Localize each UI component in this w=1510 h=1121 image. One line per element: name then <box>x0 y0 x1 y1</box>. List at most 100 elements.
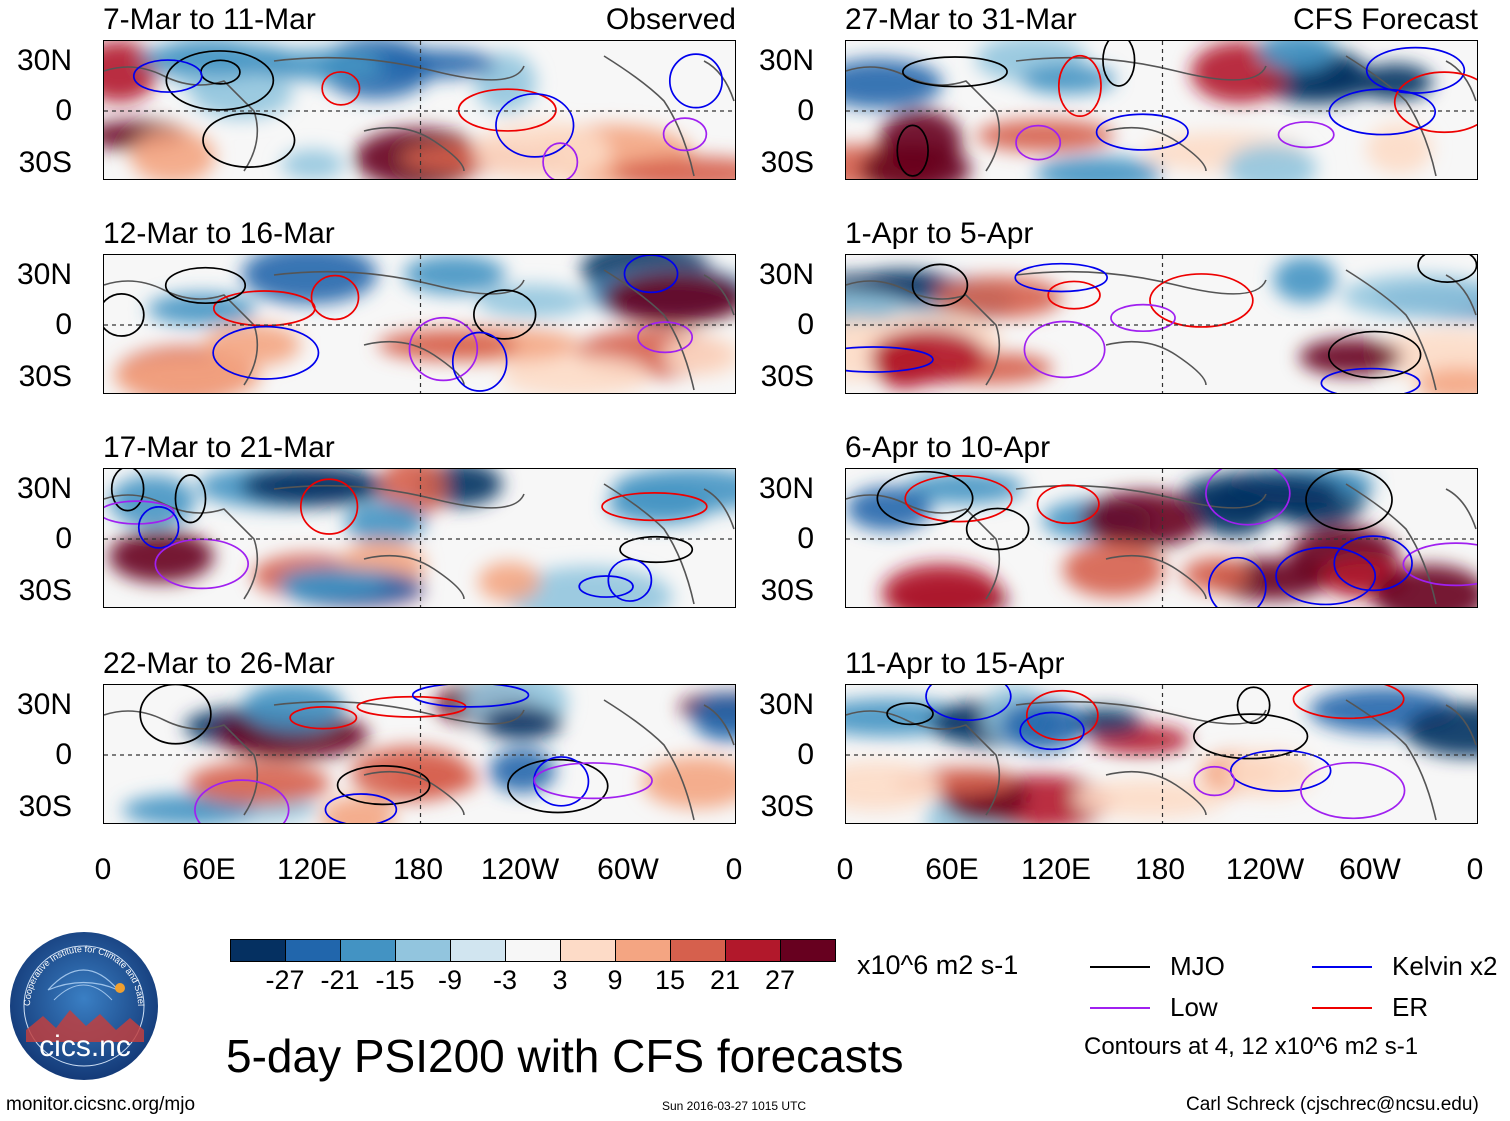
anomaly-shading <box>113 356 262 393</box>
legend-label-low: Low <box>1170 992 1218 1022</box>
anomaly-shading <box>477 561 541 602</box>
contour-line <box>132 59 203 93</box>
anomaly-shading <box>881 563 1002 607</box>
panel-source-label: Observed <box>605 3 736 36</box>
contour-line <box>1014 262 1108 293</box>
footer-url: monitor.cicsnc.org/mjo <box>6 1094 196 1115</box>
y-tick-label: 0 <box>55 522 72 555</box>
contour-line <box>846 346 934 373</box>
anomaly-shading <box>1225 749 1315 797</box>
contour-line <box>623 255 679 294</box>
coastline <box>1015 56 1267 81</box>
anomaly-shading <box>1341 274 1477 318</box>
x-tick-label: 0 <box>725 853 743 886</box>
coastline <box>1105 126 1207 172</box>
contour-line <box>668 53 723 109</box>
contour-line <box>473 289 537 340</box>
contour-line <box>1292 685 1405 720</box>
panel-title: 17-Mar to 21-Mar <box>103 431 335 464</box>
contour-line <box>137 506 180 549</box>
x-tick-label: 0 <box>94 853 112 886</box>
coastline <box>1445 274 1477 316</box>
coastline <box>1345 699 1437 821</box>
y-tick-label: 0 <box>797 738 814 771</box>
contour-line <box>139 685 212 745</box>
anomaly-shading <box>611 156 735 179</box>
anomaly-shading <box>473 121 611 179</box>
coastline <box>703 704 735 746</box>
logo-text: cics.nc <box>39 1030 131 1063</box>
colorbar-swatch <box>780 939 836 962</box>
anomaly-shading <box>377 329 518 361</box>
contour-line <box>901 56 1008 88</box>
anomaly-shading <box>642 756 735 809</box>
y-tick-label: 30N <box>16 688 72 721</box>
x-tick-label: 60E <box>182 853 236 886</box>
contour-line <box>533 762 653 800</box>
anomaly-shading <box>602 270 735 325</box>
contour-line <box>886 702 934 726</box>
y-tick-label: 0 <box>797 522 814 555</box>
anomaly-shading <box>488 748 556 793</box>
colorbar-swatch <box>395 939 451 962</box>
contour-line <box>1277 121 1335 149</box>
panel-title: 7-Mar to 11-Mar <box>103 3 316 36</box>
legend-label-mjo: MJO <box>1170 951 1225 981</box>
coastline <box>363 770 465 816</box>
anomaly-shading <box>1072 779 1227 818</box>
coastline <box>603 483 695 605</box>
contour-line <box>1047 280 1101 310</box>
colorbar-swatch <box>285 939 341 962</box>
coastline <box>846 710 1001 816</box>
y-tick-label: 30N <box>758 688 814 721</box>
anomaly-shading <box>130 129 216 179</box>
colorbar-tick-label: -3 <box>492 965 517 995</box>
contour-line <box>202 112 296 168</box>
coastline <box>703 488 735 530</box>
anomaly-shading <box>187 761 331 806</box>
colorbar-swatch <box>670 939 726 962</box>
contour-line <box>324 793 398 823</box>
coastline <box>1015 700 1267 725</box>
coastline <box>1345 55 1437 177</box>
panel-title: 27-Mar to 31-Mar <box>845 3 1077 36</box>
contour-line <box>1019 711 1085 751</box>
contour-line <box>507 758 609 814</box>
contour-line <box>925 685 1012 722</box>
colorbar-swatch <box>615 939 671 962</box>
y-tick-label: 30S <box>18 790 72 823</box>
y-tick-label: 0 <box>55 308 72 341</box>
anomaly-shading <box>1196 489 1272 537</box>
coastline <box>1105 554 1207 600</box>
anomaly-shading <box>403 255 506 295</box>
map-panel <box>103 684 736 824</box>
y-tick-label: 30N <box>16 44 72 77</box>
colorbar-tick-label: -27 <box>265 965 305 995</box>
anomaly-shading <box>241 685 345 733</box>
coastline <box>703 274 735 316</box>
map-field <box>104 685 735 823</box>
colorbar-units: x10^6 m2 s-1 <box>857 950 1019 980</box>
contour-line <box>164 266 247 305</box>
anomaly-shading <box>344 500 426 544</box>
colorbar-swatch <box>340 939 396 962</box>
y-tick-label: 30S <box>760 146 814 179</box>
footer-author: Carl Schreck (cjschrec@ncsu.edu) <box>1186 1094 1479 1115</box>
coastline <box>273 700 525 725</box>
x-tick-label: 0 <box>836 853 854 886</box>
colorbar-tick-label: 21 <box>709 965 741 995</box>
contour-line <box>896 124 929 177</box>
map-field <box>846 255 1477 393</box>
anomaly-shading <box>476 284 589 318</box>
colorbar-swatch <box>450 939 506 962</box>
contour-line <box>321 71 361 106</box>
coastline <box>273 270 525 295</box>
contour-line <box>299 478 359 535</box>
y-tick-label: 30N <box>16 472 72 505</box>
coastline <box>363 554 465 600</box>
x-tick-label: 120W <box>1225 853 1305 886</box>
map-field <box>846 469 1477 607</box>
contour-line <box>637 321 694 354</box>
contour-line <box>1015 124 1062 161</box>
anomaly-shading <box>374 49 497 78</box>
